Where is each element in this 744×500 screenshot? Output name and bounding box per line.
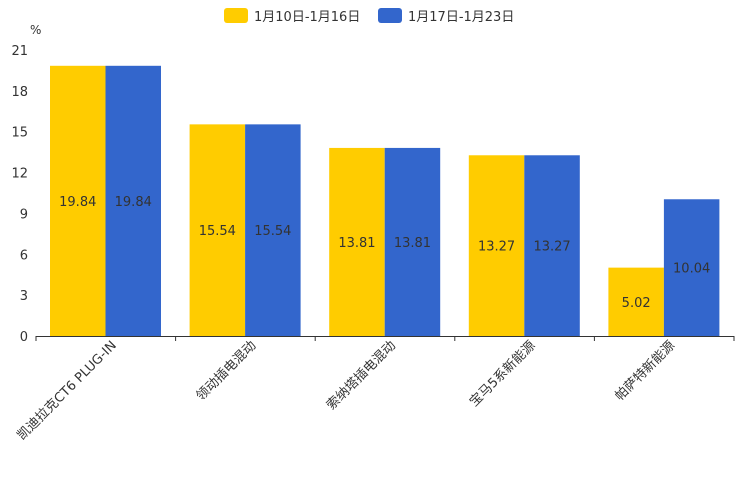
legend-swatch-1 <box>224 8 248 23</box>
x-tick-label: 领动插电混动 <box>194 338 260 404</box>
y-tick-label: 21 <box>11 44 28 59</box>
y-tick-label: 18 <box>11 85 28 100</box>
data-label: 10.04 <box>673 262 710 277</box>
legend-label-2: 1月17日-1月23日 <box>408 10 514 25</box>
data-label: 13.81 <box>394 236 431 251</box>
x-axis-ticks: 凯迪拉克CT6 PLUG-IN 领动插电混动 索纳塔插电混动 宝马5系新能源 帕萨特新能… <box>15 336 735 443</box>
data-label: 13.27 <box>478 240 515 255</box>
data-label: 19.84 <box>115 195 152 210</box>
data-label: 15.54 <box>254 224 291 239</box>
x-tick-label: 索纳塔插电混动 <box>324 338 399 413</box>
bar-2-2 <box>245 124 301 336</box>
y-axis-unit-label: % <box>30 23 41 37</box>
legend-label-1: 1月10日-1月16日 <box>254 10 360 25</box>
bar-1-2 <box>189 124 246 336</box>
bar-2-4 <box>524 155 580 336</box>
y-tick-label: 9 <box>20 207 28 222</box>
data-label: 5.02 <box>622 296 651 311</box>
bar-2-3 <box>384 147 441 336</box>
legend: 1月10日-1月16日 1月17日-1月23日 <box>224 8 514 25</box>
data-label: 13.81 <box>338 236 375 251</box>
data-label: 13.27 <box>533 240 570 255</box>
y-tick-label: 0 <box>20 330 28 345</box>
data-label: 19.84 <box>59 195 96 210</box>
bar-1-1 <box>50 65 106 336</box>
bar-1-3 <box>329 147 385 336</box>
bar-2-1 <box>105 65 161 336</box>
bar-2-5 <box>663 199 720 336</box>
y-axis-ticks: 0 3 6 9 12 15 18 21 <box>11 44 28 345</box>
y-tick-label: 15 <box>11 126 28 141</box>
legend-swatch-2 <box>378 8 402 23</box>
y-tick-label: 3 <box>20 289 28 304</box>
bar-1-4 <box>468 155 525 336</box>
y-tick-label: 6 <box>20 248 28 263</box>
bars <box>50 65 720 336</box>
bar-1-5 <box>608 267 664 336</box>
x-tick-label: 帕萨特新能源 <box>612 338 678 404</box>
x-tick-label: 宝马5系新能源 <box>466 338 538 410</box>
x-tick-label: 凯迪拉克CT6 PLUG-IN <box>15 338 120 443</box>
y-tick-label: 12 <box>11 167 28 182</box>
data-labels: 19.84 19.84 15.54 15.54 13.81 13.81 13.27 13.27… <box>59 195 710 311</box>
data-label: 15.54 <box>199 224 236 239</box>
